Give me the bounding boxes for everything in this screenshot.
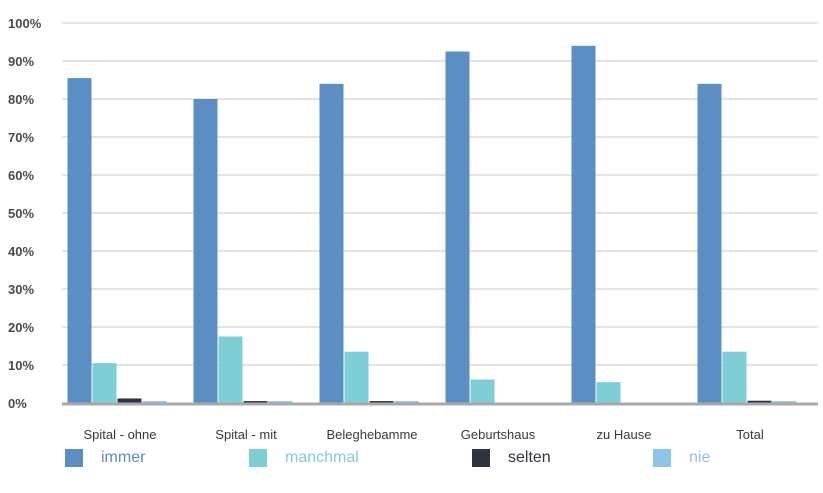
legend-label: nie	[689, 449, 711, 466]
bar-selten	[369, 401, 394, 403]
bar-selten	[747, 400, 772, 403]
y-tick-label: 10%	[8, 358, 34, 373]
bar-nie	[772, 401, 797, 403]
x-tick-label: Geburtshaus	[461, 427, 536, 442]
legend-label: manchmal	[285, 449, 359, 466]
bar-manchmal	[722, 351, 747, 403]
x-tick-label: Beleghebamme	[326, 427, 417, 442]
y-tick-label: 70%	[8, 130, 34, 145]
legend: immer manchmal selten nie	[0, 446, 823, 470]
bar-manchmal	[92, 363, 117, 403]
bar-immer	[193, 99, 218, 403]
y-tick-label: 30%	[8, 282, 34, 297]
legend-swatch	[65, 449, 83, 467]
bar-manchmal	[470, 379, 495, 403]
legend-label: selten	[508, 449, 551, 466]
bar-immer	[571, 45, 596, 404]
x-tick-label: Spital - ohne	[84, 427, 157, 442]
y-tick-label: 90%	[8, 54, 34, 69]
bar-immer	[319, 83, 344, 404]
legend-item-selten: selten	[472, 446, 551, 470]
y-tick-label: 50%	[8, 206, 34, 221]
y-tick-label: 100%	[8, 16, 42, 31]
y-tick-label: 20%	[8, 320, 34, 335]
bar-manchmal	[218, 336, 243, 403]
bar-nie	[394, 401, 419, 403]
bar-chart: 0% 10% 20% 30% 40% 50% 60% 70% 80% 90% 100% Spital …	[8, 16, 818, 442]
x-tick-label: Total	[736, 427, 764, 442]
legend-swatch	[653, 449, 671, 467]
x-tick-label: Spital - mit	[215, 427, 277, 442]
y-tick-label: 40%	[8, 244, 34, 259]
y-tick-label: 60%	[8, 168, 34, 183]
y-tick-label: 0%	[8, 396, 27, 411]
bar-immer	[445, 51, 470, 403]
bar-selten	[117, 398, 142, 403]
bar-immer	[67, 78, 92, 403]
legend-item-immer: immer	[65, 446, 145, 470]
bar-nie	[142, 401, 167, 403]
bar-manchmal	[344, 351, 369, 403]
bar-selten	[243, 401, 268, 403]
legend-item-nie: nie	[653, 446, 710, 470]
bar-manchmal	[596, 382, 621, 403]
bar-nie	[268, 401, 293, 403]
legend-swatch	[472, 449, 490, 467]
x-tick-label: zu Hause	[597, 427, 652, 442]
legend-item-manchmal: manchmal	[249, 446, 359, 470]
legend-label: immer	[101, 449, 146, 466]
bar-immer	[697, 83, 722, 404]
legend-swatch	[249, 449, 267, 467]
y-tick-label: 80%	[8, 92, 34, 107]
